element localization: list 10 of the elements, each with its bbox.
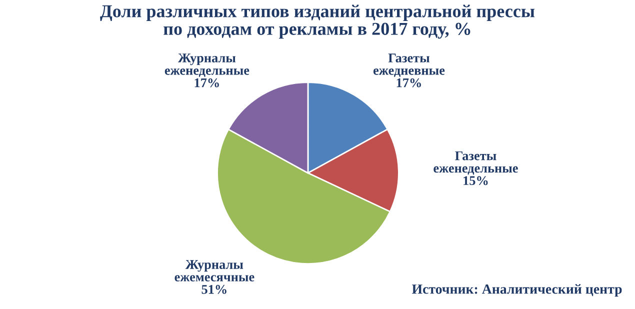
data-label: 17% [194, 78, 219, 88]
slice-label: Журналы еженедельные [164, 54, 250, 77]
chart-title: Доли различных типов изданий центральной прессы по доходам от рекламы в 2017 году, % [100, 4, 535, 39]
slice-label: Газеты еженедельные [434, 151, 518, 175]
text: Источник: Аналитический центр [412, 284, 622, 297]
data-label: 17% [396, 78, 421, 88]
data-label: 51% [202, 284, 226, 294]
slice-label: Журналы ежемесячные [174, 260, 254, 282]
slice-label: Газеты ежедневные [373, 54, 445, 77]
data-label: 15% [464, 176, 488, 186]
